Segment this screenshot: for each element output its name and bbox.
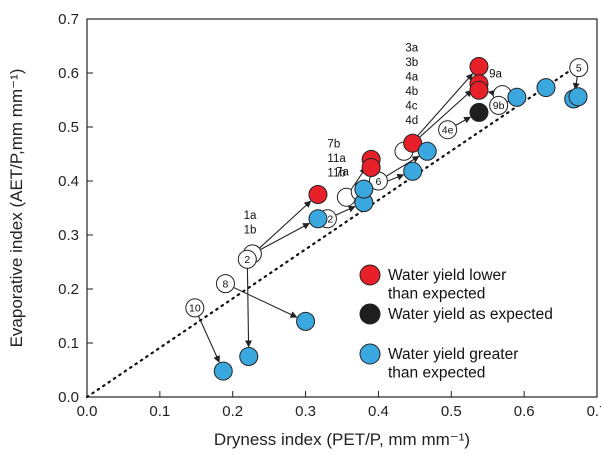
- filled-point-greater: [213, 361, 233, 381]
- annotations: 1a 1b 7b 11a 11b 3a 3b 4a 4b 4c 4d 7a 9a: [244, 42, 503, 236]
- expected-line: [85, 61, 584, 399]
- x-tick-label: 0.3: [295, 403, 316, 420]
- y-tick-label: 0.1: [58, 335, 79, 352]
- filled-point-greater: [507, 87, 527, 107]
- site-label: 4a: [405, 71, 418, 83]
- trajectory-arrow: [245, 268, 253, 348]
- filled-point-as-expected: [469, 102, 489, 122]
- y-tick-label: 0.0: [58, 389, 79, 406]
- x-tick-label: 0.6: [514, 403, 535, 420]
- y-tick-label: 0.7: [58, 11, 79, 28]
- filled-point-greater: [354, 179, 374, 199]
- filled-point-greater: [308, 209, 328, 229]
- site-label: 4c: [405, 100, 417, 112]
- point-label: 8: [223, 278, 229, 290]
- legend-marker-lower: [359, 264, 381, 286]
- data-points: 2 8 10 12 6 4e 9b 5: [185, 57, 589, 381]
- axes: 0.0 0.1 0.2 0.3 0.4 0.5 0.6 0.7 0.0 0.1 0.2 0.3 0.4 0…: [7, 11, 601, 449]
- point-label: 10: [189, 303, 201, 315]
- trajectory-arrow: [410, 89, 473, 146]
- legend-label: than expected: [388, 365, 485, 382]
- filled-point-lower: [469, 80, 489, 100]
- site-label: 9a: [489, 68, 502, 80]
- site-label: 4d: [405, 115, 418, 127]
- site-label: 3b: [405, 57, 418, 69]
- point-label: 5: [576, 62, 582, 74]
- site-label: 1b: [244, 224, 257, 236]
- site-label: 11a: [327, 153, 346, 165]
- trajectory-arrow: [455, 116, 472, 126]
- y-tick-label: 0.5: [58, 119, 79, 136]
- site-label: 4b: [405, 86, 418, 98]
- open-point: [569, 58, 589, 78]
- filled-point-lower: [361, 158, 381, 177]
- trajectory-arrow: [260, 223, 311, 251]
- filled-point-lower: [469, 57, 489, 77]
- x-tick-label: 0.7: [587, 403, 601, 420]
- x-tick-label: 0.1: [149, 403, 170, 420]
- legend-marker-as-expected: [359, 303, 381, 325]
- filled-point-greater: [568, 87, 588, 107]
- filled-point-greater: [417, 141, 437, 161]
- point-label: 4e: [442, 125, 454, 137]
- point-label: 9b: [493, 100, 505, 112]
- x-tick-label: 0.0: [77, 403, 98, 420]
- filled-point-lower: [403, 133, 423, 153]
- open-point: [215, 274, 235, 294]
- plot-frame: [86, 18, 598, 398]
- x-tick-label: 0.5: [441, 403, 462, 420]
- site-label: 1a: [244, 210, 257, 222]
- site-label: 7a: [336, 167, 349, 179]
- site-label: 11b: [327, 168, 345, 180]
- trajectory-arrow: [253, 200, 312, 254]
- legend: Water yield lower than expected Water yiel…: [359, 264, 553, 382]
- legend-label: Water yield lower: [388, 267, 506, 284]
- trajectory-arrow: [198, 315, 220, 363]
- x-tick-label: 0.4: [368, 403, 389, 420]
- y-tick-label: 0.4: [58, 173, 79, 190]
- open-point: [237, 249, 257, 269]
- site-label: 3a: [405, 42, 418, 54]
- open-point: [489, 95, 509, 115]
- filled-point-greater: [239, 347, 259, 366]
- legend-marker-greater: [359, 343, 381, 365]
- filled-point-greater: [536, 78, 556, 98]
- filled-point-greater: [296, 311, 316, 331]
- reference-line: [85, 61, 584, 399]
- y-tick-label: 0.3: [58, 227, 79, 244]
- point-label: 2: [244, 254, 250, 266]
- point-label: 6: [376, 176, 382, 188]
- legend-label: Water yield greater: [388, 346, 518, 363]
- y-axis-label: Evaporative index (AET/P,mm mm⁻¹): [7, 69, 26, 348]
- trajectory-arrow: [385, 155, 420, 177]
- filled-point-greater: [403, 161, 423, 181]
- trajectory-arrow: [233, 286, 298, 318]
- site-label: 7b: [327, 139, 340, 151]
- legend-label: Water yield as expected: [388, 306, 553, 323]
- point-label: 12: [322, 214, 334, 226]
- y-tick-label: 0.2: [58, 281, 79, 298]
- x-tick-label: 0.2: [222, 403, 243, 420]
- trajectory-arrow: [572, 76, 580, 91]
- open-point: [438, 120, 458, 140]
- trajectory-arrow: [335, 205, 356, 216]
- y-tick-label: 0.6: [58, 65, 79, 82]
- x-axis-label: Dryness index (PET/P, mm mm⁻¹): [214, 430, 470, 449]
- legend-label: than expected: [388, 286, 485, 303]
- open-point: [185, 298, 205, 318]
- trajectory-arrow: [409, 73, 474, 145]
- trajectory-arrow: [487, 89, 496, 97]
- filled-point-lower: [308, 185, 328, 204]
